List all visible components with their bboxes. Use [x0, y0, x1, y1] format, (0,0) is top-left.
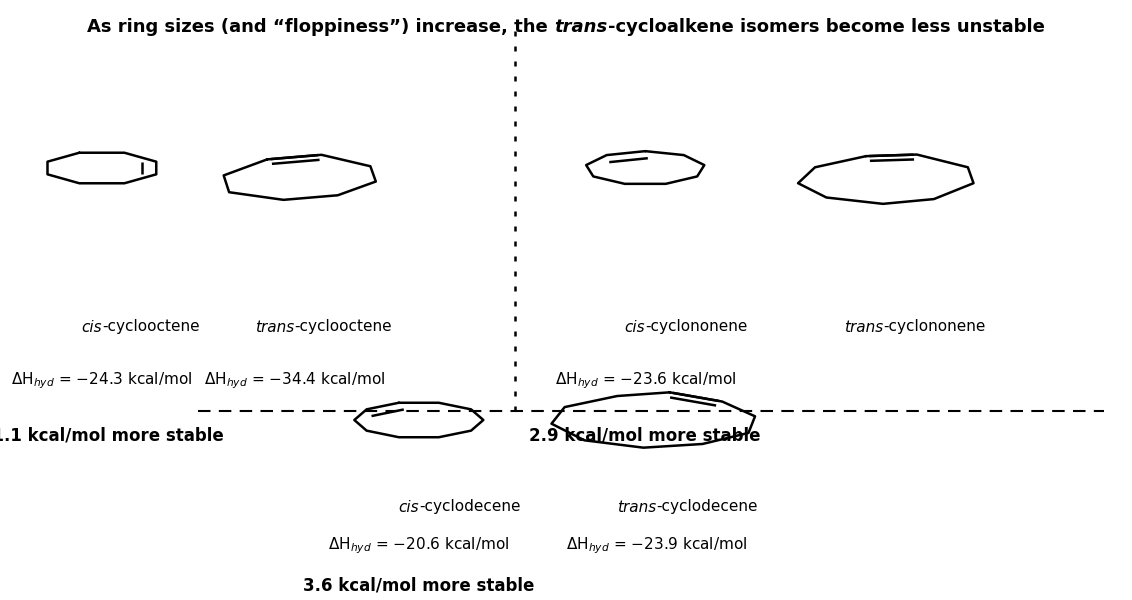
Text: trans: trans — [617, 499, 657, 514]
Text: -cyclodecene: -cyclodecene — [419, 499, 521, 514]
Text: ΔH$_{hyd}$ = −23.6 kcal/mol: ΔH$_{hyd}$ = −23.6 kcal/mol — [555, 371, 736, 391]
Text: cis: cis — [398, 499, 419, 514]
Text: -cyclooctene: -cyclooctene — [102, 319, 199, 335]
Text: trans: trans — [255, 319, 294, 335]
Text: cis: cis — [625, 319, 645, 335]
Text: cis: cis — [82, 319, 102, 335]
Text: -cyclooctene: -cyclooctene — [294, 319, 392, 335]
Text: -cyclononene: -cyclononene — [645, 319, 747, 335]
Text: ΔH$_{hyd}$ = −24.3 kcal/mol: ΔH$_{hyd}$ = −24.3 kcal/mol — [11, 371, 192, 391]
Text: ΔH$_{hyd}$ = −23.9 kcal/mol: ΔH$_{hyd}$ = −23.9 kcal/mol — [566, 536, 747, 556]
Text: ΔH$_{hyd}$ = −20.6 kcal/mol: ΔH$_{hyd}$ = −20.6 kcal/mol — [328, 536, 509, 556]
Text: -cyclononene: -cyclononene — [883, 319, 985, 335]
Text: 11.1 kcal/mol more stable: 11.1 kcal/mol more stable — [0, 426, 223, 444]
Text: -cyclodecene: -cyclodecene — [657, 499, 758, 514]
Text: 2.9 kcal/mol more stable: 2.9 kcal/mol more stable — [530, 426, 761, 444]
Text: ΔH$_{hyd}$ = −34.4 kcal/mol: ΔH$_{hyd}$ = −34.4 kcal/mol — [204, 371, 385, 391]
Text: 3.6 kcal/mol more stable: 3.6 kcal/mol more stable — [303, 576, 534, 594]
Text: trans: trans — [555, 18, 608, 36]
Text: As ring sizes (and “floppiness”) increase, the: As ring sizes (and “floppiness”) increas… — [87, 18, 555, 36]
Text: trans: trans — [843, 319, 883, 335]
Text: -cycloalkene isomers become less unstable: -cycloalkene isomers become less unstabl… — [608, 18, 1045, 36]
